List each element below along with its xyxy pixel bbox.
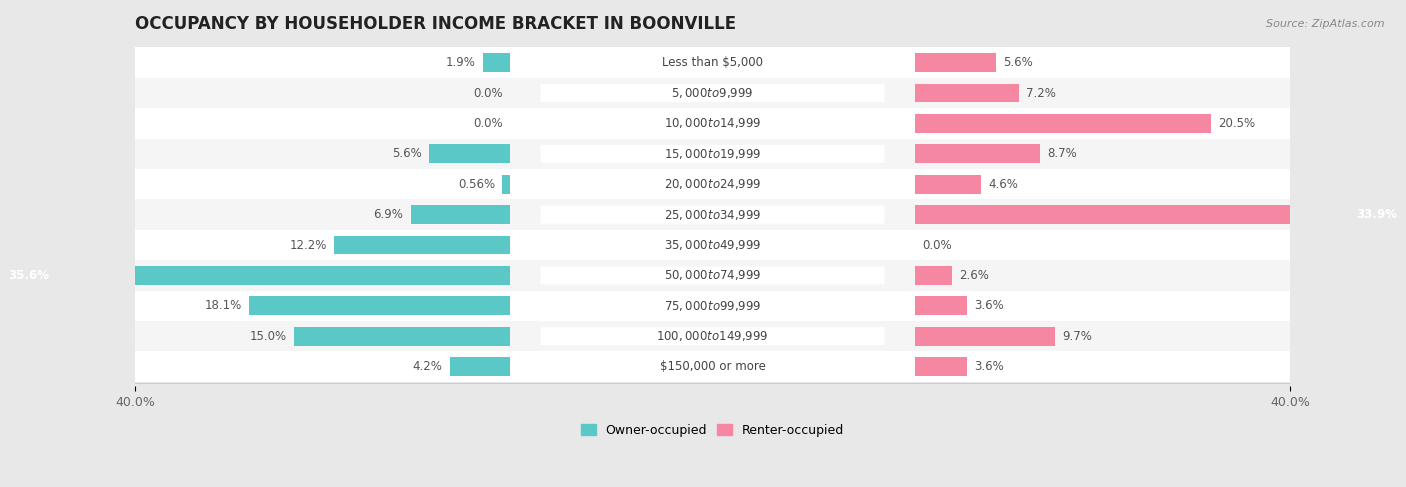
Bar [135,169,1291,200]
FancyBboxPatch shape [540,54,884,72]
Bar [915,114,1211,133]
Bar [915,297,967,315]
Bar [249,297,510,315]
FancyBboxPatch shape [540,206,884,224]
Text: $100,000 to $149,999: $100,000 to $149,999 [657,329,769,343]
Text: 0.0%: 0.0% [922,239,952,252]
Bar [915,205,1405,224]
Bar [135,230,1291,260]
Bar [135,108,1291,139]
Bar [915,84,1019,102]
Bar [135,352,1291,382]
Text: 12.2%: 12.2% [290,239,328,252]
Bar [429,145,510,163]
Bar [135,139,1291,169]
Bar [915,266,952,285]
Text: 0.0%: 0.0% [474,117,503,130]
Bar [135,291,1291,321]
FancyBboxPatch shape [540,327,884,345]
Bar [294,327,510,346]
Bar [335,236,510,255]
Bar [135,78,1291,108]
Text: 1.9%: 1.9% [446,56,475,69]
Bar [915,145,1040,163]
Bar [135,260,1291,291]
Text: $10,000 to $14,999: $10,000 to $14,999 [664,116,761,131]
Text: $150,000 or more: $150,000 or more [659,360,765,373]
Text: 5.6%: 5.6% [1002,56,1032,69]
Text: $35,000 to $49,999: $35,000 to $49,999 [664,238,761,252]
Text: 4.6%: 4.6% [988,178,1018,191]
Text: $5,000 to $9,999: $5,000 to $9,999 [671,86,754,100]
FancyBboxPatch shape [540,266,884,284]
Text: 18.1%: 18.1% [204,300,242,312]
Text: 5.6%: 5.6% [392,148,422,160]
Text: Source: ZipAtlas.com: Source: ZipAtlas.com [1267,19,1385,30]
FancyBboxPatch shape [540,114,884,132]
Bar [450,357,510,376]
FancyBboxPatch shape [540,357,884,375]
FancyBboxPatch shape [540,175,884,193]
Bar [135,47,1291,78]
Bar [915,175,981,194]
Text: $15,000 to $19,999: $15,000 to $19,999 [664,147,761,161]
Bar [915,53,995,72]
Text: 9.7%: 9.7% [1062,330,1092,343]
Bar [915,357,967,376]
FancyBboxPatch shape [540,84,884,102]
FancyBboxPatch shape [540,236,884,254]
Text: 4.2%: 4.2% [412,360,443,373]
Legend: Owner-occupied, Renter-occupied: Owner-occupied, Renter-occupied [575,419,849,442]
Text: 2.6%: 2.6% [959,269,990,282]
Bar [915,327,1054,346]
Bar [411,205,510,224]
Text: OCCUPANCY BY HOUSEHOLDER INCOME BRACKET IN BOONVILLE: OCCUPANCY BY HOUSEHOLDER INCOME BRACKET … [135,15,735,33]
Text: $25,000 to $34,999: $25,000 to $34,999 [664,207,761,222]
Text: 0.0%: 0.0% [474,87,503,99]
Bar [482,53,510,72]
Text: 3.6%: 3.6% [974,300,1004,312]
Text: 8.7%: 8.7% [1047,148,1077,160]
Text: 3.6%: 3.6% [974,360,1004,373]
Bar [0,266,510,285]
Text: Less than $5,000: Less than $5,000 [662,56,763,69]
Text: $75,000 to $99,999: $75,000 to $99,999 [664,299,761,313]
Bar [135,321,1291,352]
FancyBboxPatch shape [540,145,884,163]
Bar [502,175,510,194]
Text: 20.5%: 20.5% [1218,117,1256,130]
Text: $50,000 to $74,999: $50,000 to $74,999 [664,268,761,282]
Text: 7.2%: 7.2% [1026,87,1056,99]
Text: 15.0%: 15.0% [249,330,287,343]
Bar [135,200,1291,230]
Text: 6.9%: 6.9% [374,208,404,221]
Text: $20,000 to $24,999: $20,000 to $24,999 [664,177,761,191]
Text: 33.9%: 33.9% [1357,208,1398,221]
FancyBboxPatch shape [540,297,884,315]
Text: 0.56%: 0.56% [458,178,495,191]
Text: 35.6%: 35.6% [8,269,49,282]
